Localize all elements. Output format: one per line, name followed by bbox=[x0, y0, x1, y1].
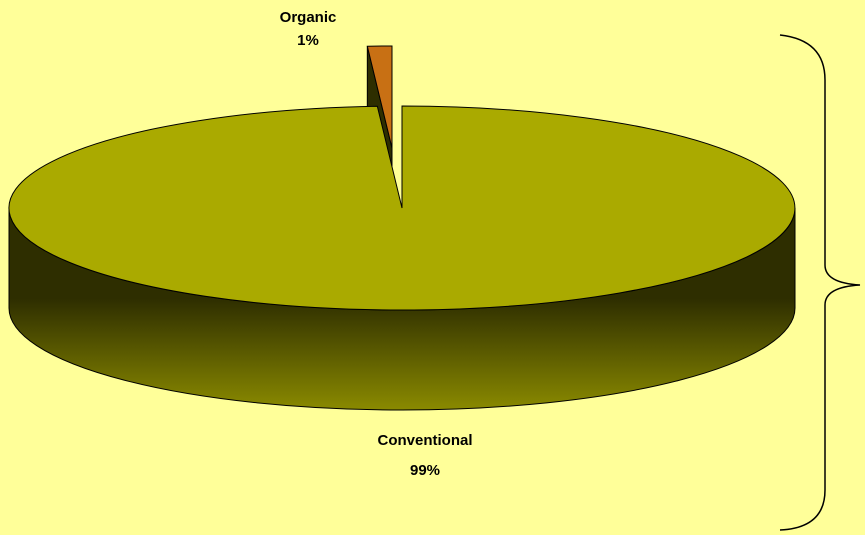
slice bbox=[366, 45, 393, 149]
slice-value-label: 99% bbox=[410, 462, 440, 479]
slice-value-label: 1% bbox=[297, 32, 319, 49]
slice-label: Conventional bbox=[377, 432, 472, 449]
brace bbox=[779, 34, 861, 531]
pie bbox=[8, 45, 796, 411]
slice bbox=[8, 105, 796, 311]
slice-label: Organic bbox=[280, 9, 337, 26]
